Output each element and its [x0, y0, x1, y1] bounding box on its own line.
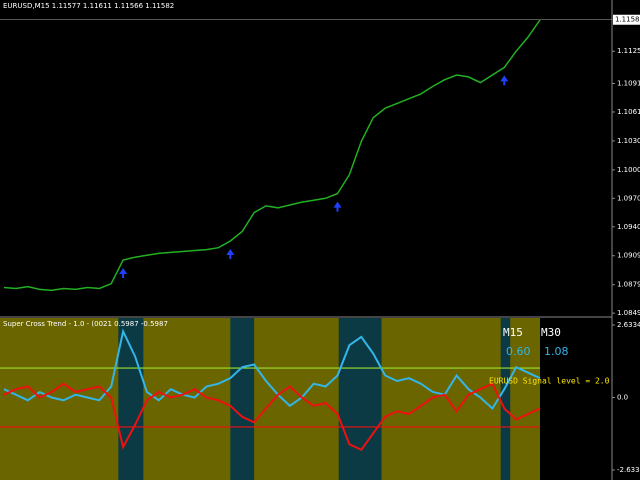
y-tick-label: 1.08790 [617, 281, 640, 289]
y-tick-label: 1.10910 [617, 80, 640, 88]
signal-arrow [119, 268, 128, 279]
y-tick-label: 1.09400 [617, 223, 640, 231]
y-tick-label: 1.09095 [617, 252, 640, 260]
timeframe-label: M15 [503, 326, 523, 339]
timeframe-label: M30 [541, 326, 561, 339]
y-tick-label: 1.08490 [617, 309, 640, 317]
indicator-line [3, 328, 541, 411]
indicator-background [0, 318, 540, 480]
signal-arrow [500, 75, 509, 86]
trend-zone [230, 318, 255, 480]
trend-zone [500, 318, 511, 480]
y-tick-label: 2.6334 [617, 321, 640, 329]
y-tick-label: 1.10000 [617, 166, 640, 174]
y-tick-label: 1.09700 [617, 194, 640, 202]
indicator-title: Super Cross Trend - 1.0 - (0021 0.5987 -… [3, 320, 168, 328]
current-price-label: 1.11582 [615, 16, 640, 24]
current-price-box [613, 14, 640, 25]
price-line [3, 19, 541, 292]
y-tick-label: 1.10610 [617, 108, 640, 116]
signal-arrow [226, 249, 235, 260]
signal-note: EURUSD Signal level = 2.0 [489, 377, 610, 386]
timeframe-value: 0.60 [506, 345, 531, 358]
y-tick-label: -2.6334 [617, 466, 640, 474]
y-tick-label: 0.0 [617, 394, 628, 402]
trend-zone [118, 318, 144, 480]
y-tick-label: 1.11250 [617, 47, 640, 55]
chart-title: EURUSD,M15 1.11577 1.11611 1.11566 1.115… [3, 2, 174, 10]
y-tick-label: 1.10305 [617, 137, 640, 145]
timeframe-value: 1.08 [544, 345, 569, 358]
trend-zone [338, 318, 382, 480]
signal-arrow [333, 201, 342, 212]
indicator-line [3, 382, 541, 452]
